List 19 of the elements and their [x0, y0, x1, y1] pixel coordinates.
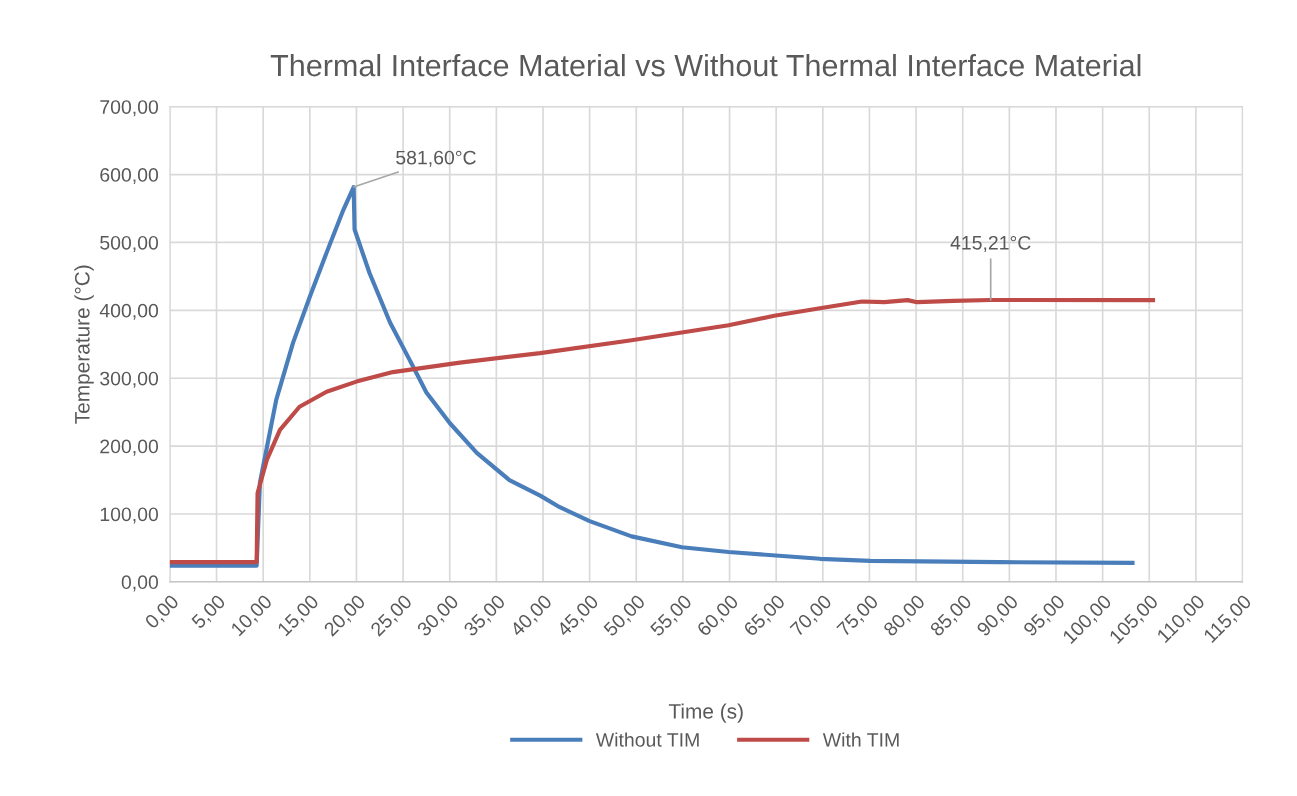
line-series	[169, 297, 1156, 565]
y-axis-title: Temperature (°C)	[74, 265, 94, 424]
y-tick-label: 100,00	[100, 507, 159, 524]
y-tick-label: 200,00	[100, 439, 159, 456]
annotation: 415,21°C	[950, 235, 1031, 252]
y-tick-label: 300,00	[100, 371, 159, 388]
y-tick-label: 400,00	[99, 303, 159, 320]
x-tick-label: 0,00	[144, 593, 182, 631]
y-tick-label: 700,00	[100, 100, 159, 117]
x-tick-label: 5,00	[190, 593, 228, 631]
annotation: 581,60°C	[396, 150, 476, 167]
x-axis-title: Time (s)	[668, 703, 743, 723]
legend-label: Without TIM	[595, 732, 699, 747]
legend-label: With TIM	[822, 732, 899, 747]
line-series	[169, 184, 1135, 568]
chart-title: Thermal Interface Material vs Without Thermal Interface Material	[270, 53, 1141, 77]
y-tick-label: 600,00	[100, 168, 159, 185]
y-tick-label: 500,00	[100, 235, 159, 252]
y-tick-label: 0,00	[121, 575, 159, 592]
